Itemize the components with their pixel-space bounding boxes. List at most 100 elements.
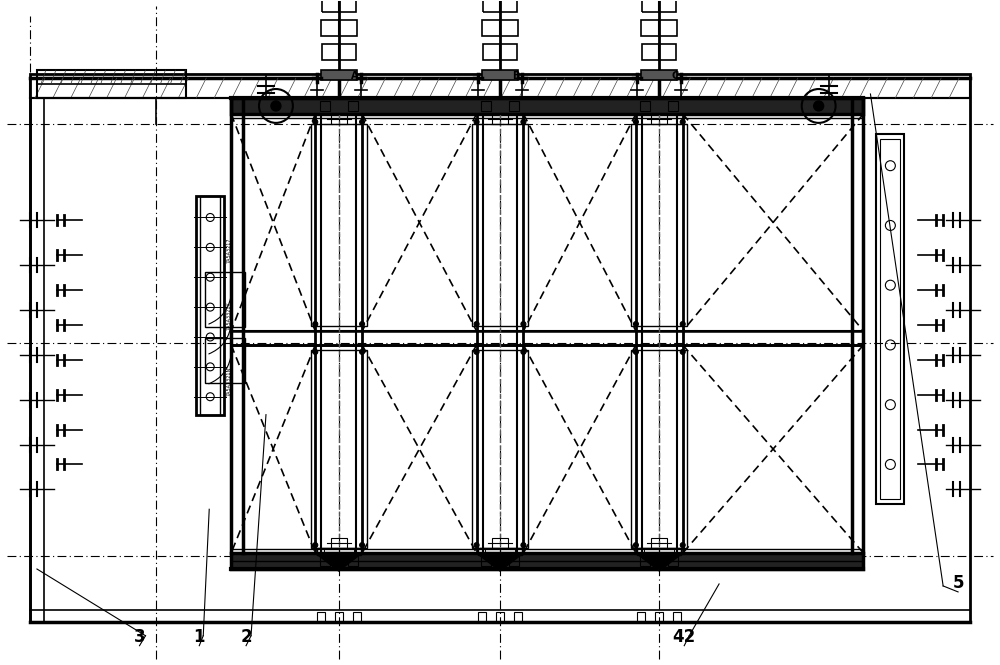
Circle shape bbox=[474, 543, 479, 547]
Circle shape bbox=[521, 322, 526, 327]
Text: 2: 2 bbox=[240, 628, 252, 646]
Text: 3: 3 bbox=[134, 628, 145, 646]
Bar bbox=[472, 350, 528, 548]
Bar bbox=[636, 114, 683, 553]
Bar bbox=[876, 134, 904, 504]
Bar bbox=[320, 556, 330, 566]
Bar bbox=[30, 74, 970, 622]
Text: A: A bbox=[351, 71, 358, 81]
Text: 7A5A3321N: 7A5A3321N bbox=[227, 367, 232, 396]
Bar bbox=[651, 538, 667, 548]
Bar bbox=[231, 98, 863, 114]
Circle shape bbox=[360, 543, 365, 547]
Circle shape bbox=[680, 349, 685, 354]
Bar bbox=[640, 101, 650, 111]
Bar bbox=[642, 114, 677, 553]
Bar bbox=[331, 538, 347, 548]
Bar bbox=[641, 70, 677, 80]
Bar bbox=[315, 114, 362, 553]
Bar bbox=[641, 21, 677, 37]
Bar bbox=[483, 0, 517, 13]
Bar bbox=[348, 556, 358, 566]
Text: C: C bbox=[671, 71, 679, 81]
Circle shape bbox=[633, 543, 638, 547]
Bar bbox=[631, 124, 687, 326]
Bar bbox=[637, 548, 681, 555]
Bar bbox=[496, 612, 504, 622]
Bar bbox=[335, 612, 343, 622]
Bar bbox=[481, 556, 491, 566]
Bar bbox=[321, 114, 356, 553]
Bar bbox=[311, 124, 367, 326]
Bar bbox=[655, 612, 663, 622]
Bar bbox=[331, 114, 347, 124]
Bar bbox=[478, 612, 486, 622]
Circle shape bbox=[633, 120, 638, 124]
Circle shape bbox=[521, 543, 526, 547]
Bar bbox=[231, 553, 863, 569]
Bar bbox=[353, 612, 361, 622]
Bar bbox=[472, 124, 528, 326]
Text: 5: 5 bbox=[952, 574, 964, 592]
Circle shape bbox=[633, 349, 638, 354]
Bar bbox=[651, 114, 667, 124]
Text: 1: 1 bbox=[194, 628, 205, 646]
Bar bbox=[321, 21, 357, 37]
Circle shape bbox=[313, 543, 318, 547]
Text: 7A5A3217: 7A5A3217 bbox=[227, 237, 232, 263]
Bar bbox=[196, 196, 224, 415]
Bar bbox=[231, 114, 243, 553]
Bar bbox=[322, 44, 356, 60]
Circle shape bbox=[360, 322, 365, 327]
Bar bbox=[30, 78, 970, 98]
Text: 42: 42 bbox=[673, 628, 696, 646]
Bar bbox=[322, 0, 356, 13]
Circle shape bbox=[680, 322, 685, 327]
Bar bbox=[478, 548, 522, 555]
Bar bbox=[509, 556, 519, 566]
Bar bbox=[37, 70, 186, 98]
Bar bbox=[668, 101, 678, 111]
Bar bbox=[642, 44, 676, 60]
Circle shape bbox=[680, 543, 685, 547]
Circle shape bbox=[521, 349, 526, 354]
Polygon shape bbox=[636, 553, 683, 571]
Polygon shape bbox=[477, 553, 523, 571]
Bar bbox=[492, 538, 508, 548]
Bar bbox=[483, 114, 517, 553]
Bar bbox=[321, 70, 357, 80]
Text: 7A5A3321Y: 7A5A3321Y bbox=[227, 302, 232, 331]
Circle shape bbox=[271, 101, 281, 111]
Circle shape bbox=[313, 120, 318, 124]
Circle shape bbox=[474, 120, 479, 124]
Bar bbox=[482, 70, 518, 80]
Text: B: B bbox=[512, 71, 519, 81]
Bar bbox=[492, 114, 508, 124]
Bar bbox=[37, 70, 186, 84]
Circle shape bbox=[814, 101, 824, 111]
Bar bbox=[231, 331, 863, 345]
Bar bbox=[637, 612, 645, 622]
Bar bbox=[673, 612, 681, 622]
Bar bbox=[205, 272, 245, 327]
Bar bbox=[880, 139, 900, 499]
Bar bbox=[477, 114, 523, 553]
Polygon shape bbox=[315, 553, 362, 571]
Bar bbox=[668, 556, 678, 566]
Circle shape bbox=[521, 120, 526, 124]
Bar bbox=[509, 101, 519, 111]
Bar bbox=[320, 101, 330, 111]
Bar bbox=[514, 612, 522, 622]
Circle shape bbox=[360, 120, 365, 124]
Circle shape bbox=[474, 322, 479, 327]
Bar bbox=[640, 556, 650, 566]
Circle shape bbox=[633, 322, 638, 327]
Circle shape bbox=[313, 349, 318, 354]
Bar bbox=[200, 196, 220, 415]
Bar bbox=[481, 101, 491, 111]
Bar bbox=[311, 350, 367, 548]
Bar bbox=[317, 548, 361, 555]
Bar bbox=[483, 44, 517, 60]
Bar bbox=[642, 0, 676, 13]
Bar bbox=[852, 114, 863, 553]
